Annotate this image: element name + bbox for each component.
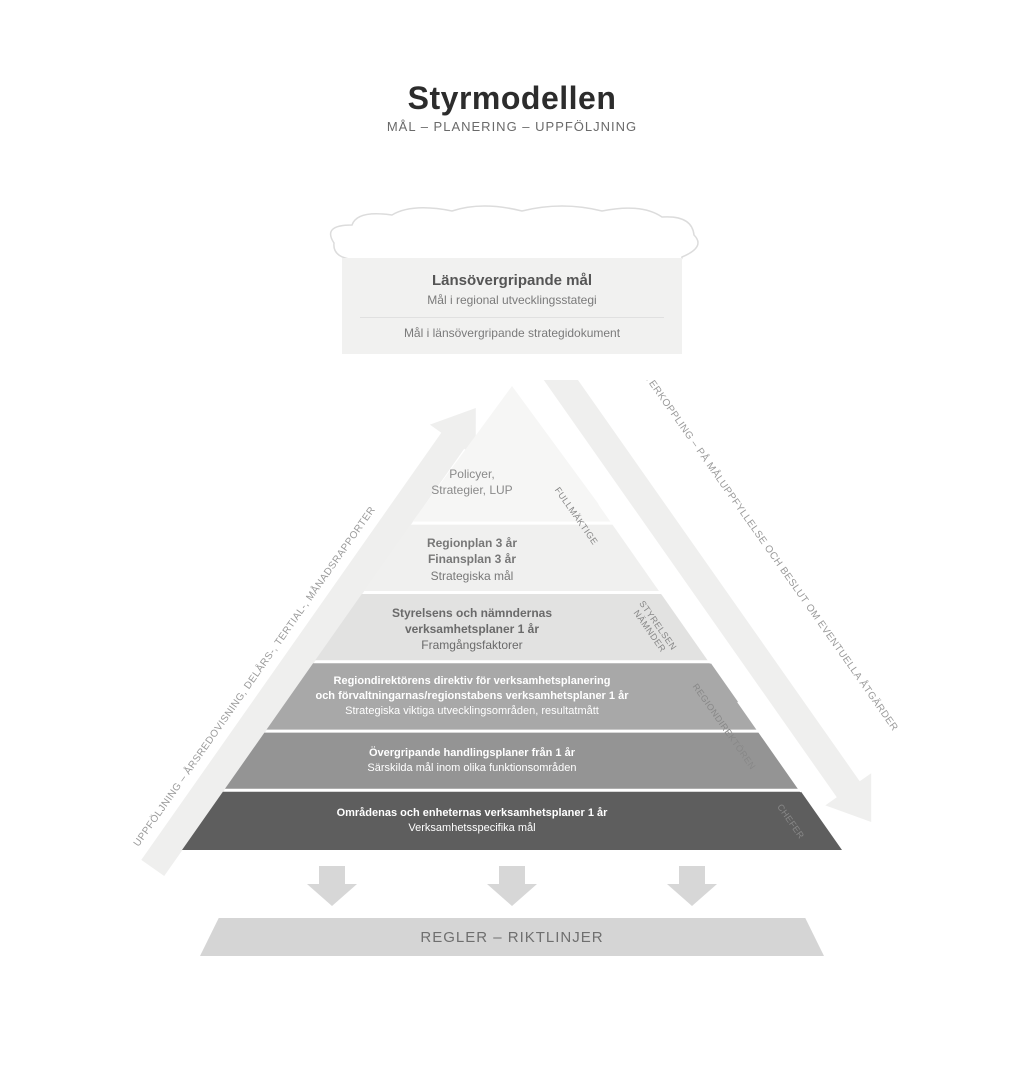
goals-title: Länsövergripande mål — [360, 272, 664, 289]
pyramid-level-1 — [364, 525, 660, 591]
pyramid-level-3 — [266, 663, 757, 729]
footer-label: REGLER – RIKTLINJER — [420, 929, 603, 946]
main-title: Styrmodellen — [0, 80, 1024, 117]
pyramid-svg: UPPFÖLJNING – ÅRSREDOVISNING, DELÅRS-, T… — [0, 380, 1024, 940]
pyramid-level-4 — [225, 733, 799, 789]
footer-bar: REGLER – RIKTLINJER — [200, 918, 824, 956]
sub-title: MÅL – PLANERING – UPPFÖLJNING — [0, 119, 1024, 134]
down-arrow-icon — [487, 866, 537, 906]
goals-line2: Mål i länsövergripande strategidokument — [360, 326, 664, 340]
down-arrows-row — [0, 866, 1024, 906]
pyramid-level-5 — [182, 792, 842, 850]
down-arrow-icon — [667, 866, 717, 906]
down-arrow-icon — [307, 866, 357, 906]
goals-line1: Mål i regional utvecklingsstategi — [360, 293, 664, 307]
title-block: Styrmodellen MÅL – PLANERING – UPPFÖLJNI… — [0, 80, 1024, 134]
goals-box: Länsövergripande mål Mål i regional utve… — [342, 258, 682, 354]
goals-divider — [360, 317, 664, 318]
